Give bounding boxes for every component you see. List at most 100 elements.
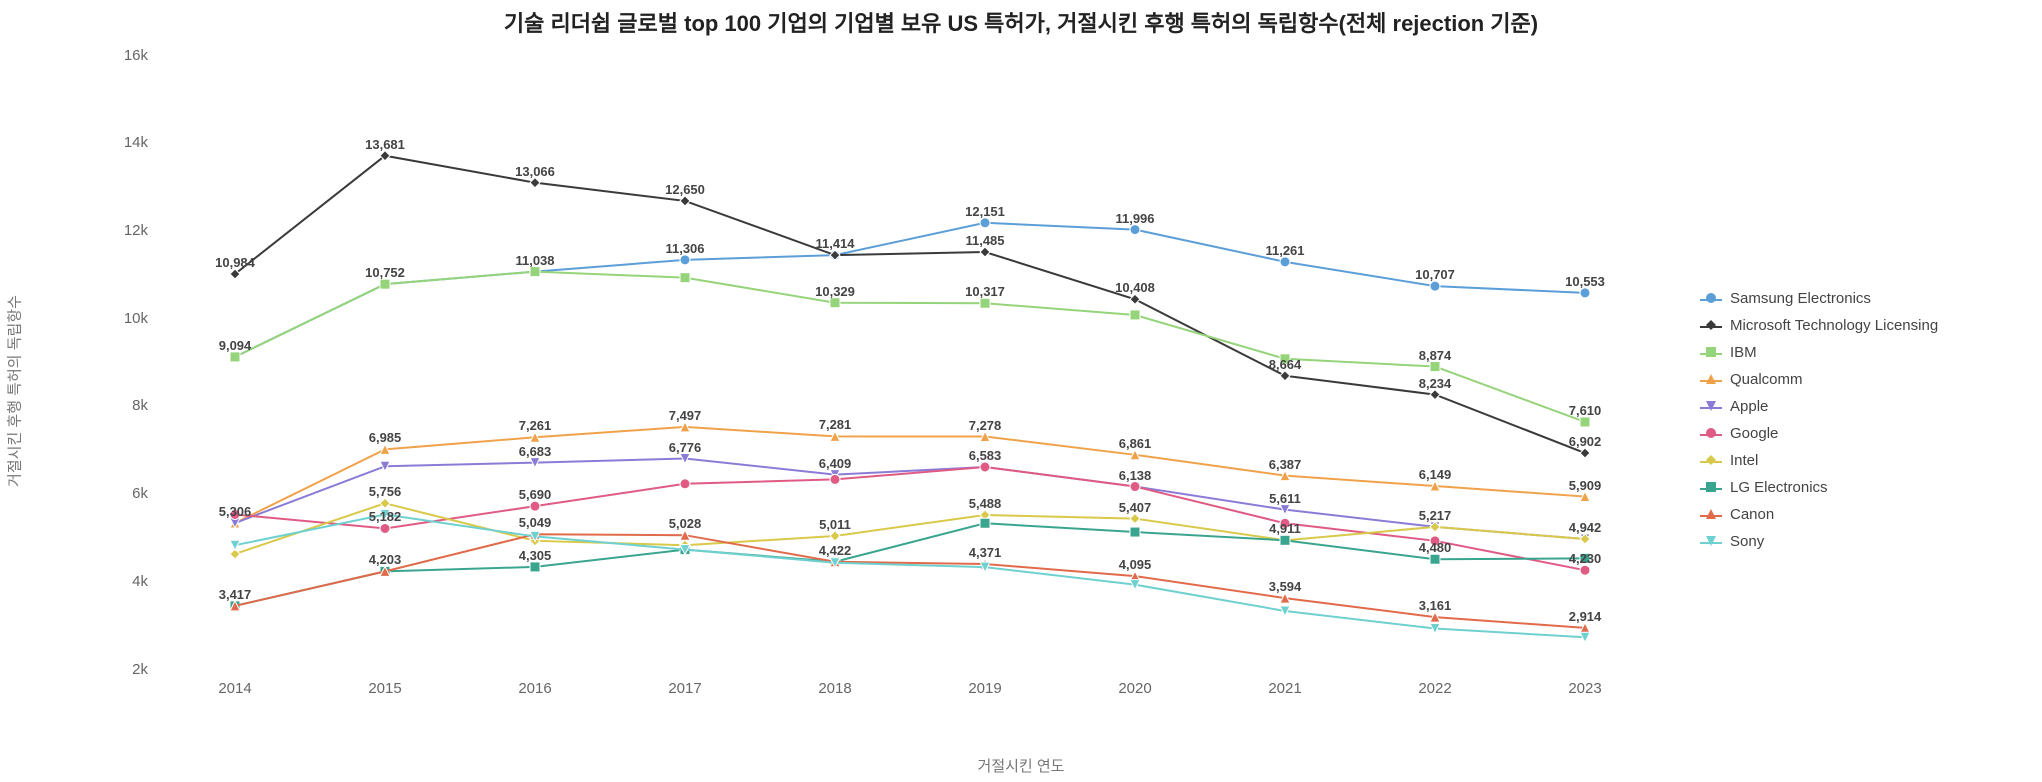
legend-swatch	[1700, 536, 1722, 548]
series-line	[235, 427, 1585, 523]
legend-marker-icon	[1706, 371, 1716, 388]
data-label: 5,217	[1419, 508, 1452, 523]
data-label: 10,707	[1415, 267, 1455, 282]
legend-marker-icon	[1706, 317, 1716, 334]
data-label: 4,911	[1269, 521, 1301, 536]
legend-marker-icon	[1706, 533, 1716, 550]
y-tick-label: 8k	[132, 397, 148, 414]
legend-marker-icon	[1706, 344, 1716, 361]
legend-marker-icon	[1706, 452, 1716, 469]
data-label: 6,583	[969, 448, 1002, 463]
x-tick-label: 2023	[1568, 680, 1601, 697]
legend-swatch	[1700, 374, 1722, 386]
series-line	[235, 272, 1585, 422]
legend-label: Sony	[1730, 533, 1764, 550]
data-label: 5,611	[1269, 491, 1301, 506]
data-label: 7,281	[819, 417, 852, 432]
data-label: 5,306	[219, 504, 252, 519]
data-label: 8,234	[1419, 376, 1452, 391]
data-label: 11,485	[965, 233, 1004, 248]
legend-marker-icon	[1706, 290, 1716, 307]
y-tick-label: 12k	[124, 222, 148, 239]
y-axis-label: 거절시킨 후행 특허의 독립항수	[4, 295, 25, 487]
legend-item[interactable]: Intel	[1700, 452, 1938, 469]
data-label: 11,261	[1265, 243, 1304, 258]
data-label: 4,371	[969, 545, 1002, 560]
x-tick-label: 2019	[968, 680, 1001, 697]
legend-marker-icon	[1706, 398, 1716, 415]
legend-item[interactable]: Sony	[1700, 533, 1938, 550]
y-tick-label: 4k	[132, 573, 148, 590]
data-label: 12,650	[665, 182, 705, 197]
data-label: 11,306	[665, 241, 704, 256]
legend-marker-icon	[1706, 506, 1716, 523]
data-label: 5,756	[369, 484, 402, 499]
x-tick-label: 2016	[518, 680, 551, 697]
data-label: 5,011	[819, 517, 851, 532]
data-label: 2,914	[1569, 609, 1602, 624]
y-tick-label: 2k	[132, 661, 148, 678]
data-label: 4,203	[369, 552, 402, 567]
data-label: 5,182	[369, 509, 402, 524]
series-line	[235, 503, 1585, 554]
data-label: 11,414	[815, 236, 854, 251]
data-label: 7,261	[519, 418, 552, 433]
legend-item[interactable]: LG Electronics	[1700, 479, 1938, 496]
data-label: 5,028	[669, 516, 702, 531]
data-label: 5,488	[969, 496, 1002, 511]
legend-swatch	[1700, 455, 1722, 467]
legend-item[interactable]: Apple	[1700, 398, 1938, 415]
data-label: 5,407	[1119, 500, 1152, 515]
legend-swatch	[1700, 347, 1722, 359]
x-tick-label: 2014	[218, 680, 251, 697]
data-label: 12,151	[965, 204, 1005, 219]
data-label: 8,664	[1269, 357, 1302, 372]
data-label: 6,683	[519, 444, 552, 459]
legend-item[interactable]: Samsung Electronics	[1700, 290, 1938, 307]
series-line	[235, 515, 1585, 638]
data-label: 9,094	[219, 338, 252, 353]
legend-swatch	[1700, 320, 1722, 332]
legend-swatch	[1700, 401, 1722, 413]
legend-swatch	[1700, 293, 1722, 305]
data-label: 7,278	[969, 418, 1002, 433]
data-label: 13,681	[365, 137, 405, 152]
x-tick-label: 2015	[368, 680, 401, 697]
x-tick-label: 2021	[1268, 680, 1301, 697]
series-line	[235, 534, 1585, 628]
x-axis-label: 거절시킨 연도	[0, 755, 2042, 776]
legend-label: Intel	[1730, 452, 1758, 469]
x-tick-label: 2018	[818, 680, 851, 697]
legend-item[interactable]: Google	[1700, 425, 1938, 442]
data-label: 10,408	[1115, 280, 1155, 295]
series-line	[235, 459, 1585, 539]
legend-item[interactable]: Canon	[1700, 506, 1938, 523]
data-label: 4,422	[819, 543, 852, 558]
data-label: 3,161	[1419, 598, 1452, 613]
data-label: 10,329	[815, 284, 855, 299]
legend-label: Apple	[1730, 398, 1768, 415]
data-label: 4,480	[1419, 540, 1452, 555]
chart-title: 기술 리더쉽 글로벌 top 100 기업의 기업별 보유 US 특허가, 거절…	[0, 6, 2042, 38]
data-label: 4,305	[519, 548, 552, 563]
legend-label: IBM	[1730, 344, 1757, 361]
data-label: 8,874	[1419, 348, 1452, 363]
y-tick-label: 6k	[132, 485, 148, 502]
data-label: 5,690	[519, 487, 552, 502]
data-label: 4,230	[1569, 551, 1602, 566]
x-tick-label: 2020	[1118, 680, 1151, 697]
legend-label: Google	[1730, 425, 1778, 442]
data-label: 5,909	[1569, 478, 1602, 493]
legend-swatch	[1700, 482, 1722, 494]
legend-item[interactable]: Qualcomm	[1700, 371, 1938, 388]
data-label: 6,138	[1119, 468, 1152, 483]
legend-label: Samsung Electronics	[1730, 290, 1871, 307]
legend: Samsung Electronics Microsoft Technology…	[1700, 290, 1938, 550]
data-label: 7,497	[669, 408, 702, 423]
legend-item[interactable]: Microsoft Technology Licensing	[1700, 317, 1938, 334]
plot-area: 2k4k6k8k10k12k14k16k20142015201620172018…	[100, 44, 1680, 718]
data-label: 6,902	[1569, 434, 1602, 449]
data-label: 7,610	[1569, 403, 1602, 418]
legend-item[interactable]: IBM	[1700, 344, 1938, 361]
legend-marker-icon	[1706, 425, 1716, 442]
